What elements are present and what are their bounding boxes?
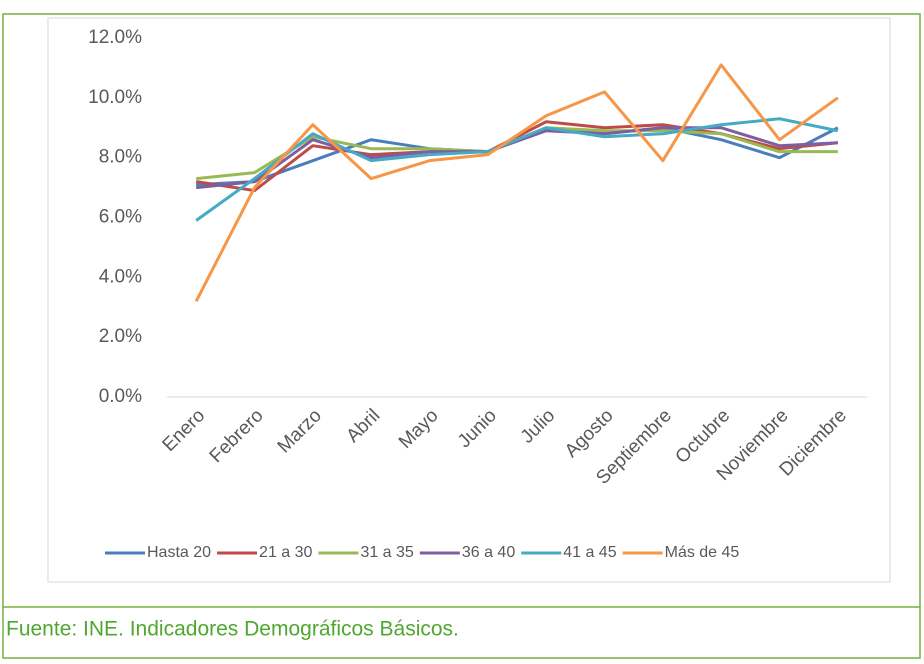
series-line	[194, 63, 839, 302]
series-line	[195, 117, 839, 222]
source: Fuente: INE. Indicadores Demográficos Bá…	[6, 618, 459, 641]
legend-label: 41 a 45	[563, 544, 616, 561]
chart-area	[47, 17, 891, 583]
legend-label: 36 a 40	[462, 544, 515, 561]
frame	[2, 13, 921, 659]
y-tick-label: 4.0%	[99, 266, 142, 287]
legend-label: 21 a 30	[259, 544, 312, 561]
y-tick-label: 0.0%	[99, 386, 142, 407]
y-tick-label: 8.0%	[99, 147, 142, 168]
y-tick-label: 6.0%	[99, 207, 142, 228]
y-tick-label: 10.0%	[88, 87, 142, 108]
legend-label: Hasta 20	[147, 544, 211, 561]
legend-label: 31 a 35	[360, 544, 413, 561]
legend-label: Más de 45	[665, 544, 740, 561]
y-tick-label: 2.0%	[99, 326, 142, 347]
y-tick-label: 12.0%	[88, 27, 142, 48]
